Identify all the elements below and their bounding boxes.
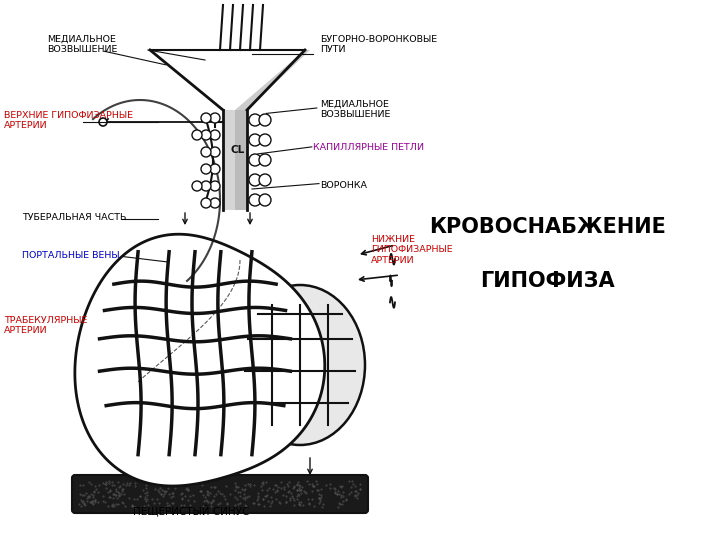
Text: МЕДИАЛЬНОЕ
ВОЗВЫШЕНИЕ: МЕДИАЛЬНОЕ ВОЗВЫШЕНИЕ [47, 35, 117, 55]
Circle shape [259, 154, 271, 166]
Circle shape [210, 164, 220, 174]
Text: ВЕРХНИЕ ГИПОФИЗАРНЫЕ
АРТЕРИИ: ВЕРХНИЕ ГИПОФИЗАРНЫЕ АРТЕРИИ [4, 111, 132, 130]
Text: КАПИЛЛЯРНЫЕ ПЕТЛИ: КАПИЛЛЯРНЫЕ ПЕТЛИ [313, 143, 424, 152]
Text: КРОВОСНАБЖЕНИЕ: КРОВОСНАБЖЕНИЕ [429, 217, 665, 237]
Polygon shape [235, 50, 310, 110]
Text: ТУБЕРАЛЬНАЯ ЧАСТЬ: ТУБЕРАЛЬНАЯ ЧАСТЬ [22, 213, 126, 222]
Polygon shape [75, 234, 325, 486]
Circle shape [201, 164, 211, 174]
Circle shape [201, 181, 211, 191]
Text: МЕДИАЛЬНОЕ
ВОЗВЫШЕНИЕ: МЕДИАЛЬНОЕ ВОЗВЫШЕНИЕ [320, 100, 391, 119]
Text: НИЖНИЕ
ГИПОФИЗАРНЫЕ
АРТЕРИИ: НИЖНИЕ ГИПОФИЗАРНЫЕ АРТЕРИИ [371, 235, 452, 265]
Text: ПЕЩЕРИСТЫЙ СИНУС: ПЕЩЕРИСТЫЙ СИНУС [132, 505, 249, 517]
Ellipse shape [235, 285, 365, 445]
Bar [223, 110, 247, 210]
Text: CL: CL [231, 145, 245, 155]
Circle shape [201, 147, 211, 157]
Circle shape [249, 154, 261, 166]
Text: ПОРТАЛЬНЫЕ ВЕНЫ: ПОРТАЛЬНЫЕ ВЕНЫ [22, 251, 120, 260]
Circle shape [99, 118, 107, 126]
Text: ТРАБЕКУЛЯРНЫЕ
АРТЕРИИ: ТРАБЕКУЛЯРНЫЕ АРТЕРИИ [4, 316, 87, 335]
Circle shape [210, 181, 220, 191]
Circle shape [259, 194, 271, 206]
Circle shape [259, 134, 271, 146]
Circle shape [192, 181, 202, 191]
Circle shape [249, 114, 261, 126]
Bar [235, 110, 247, 210]
Circle shape [249, 174, 261, 186]
Circle shape [259, 174, 271, 186]
Circle shape [210, 130, 220, 140]
Circle shape [210, 113, 220, 123]
Circle shape [249, 134, 261, 146]
Text: ГИПОФИЗА: ГИПОФИЗА [480, 271, 614, 291]
Circle shape [210, 147, 220, 157]
Text: ВОРОНКА: ВОРОНКА [320, 181, 367, 190]
Circle shape [201, 130, 211, 140]
Circle shape [249, 194, 261, 206]
Text: БУГОРНО-ВОРОНКОВЫЕ
ПУТИ: БУГОРНО-ВОРОНКОВЫЕ ПУТИ [320, 35, 438, 55]
FancyBboxPatch shape [72, 475, 368, 513]
Circle shape [210, 198, 220, 208]
Circle shape [201, 113, 211, 123]
Circle shape [201, 198, 211, 208]
Circle shape [259, 114, 271, 126]
Circle shape [192, 130, 202, 140]
